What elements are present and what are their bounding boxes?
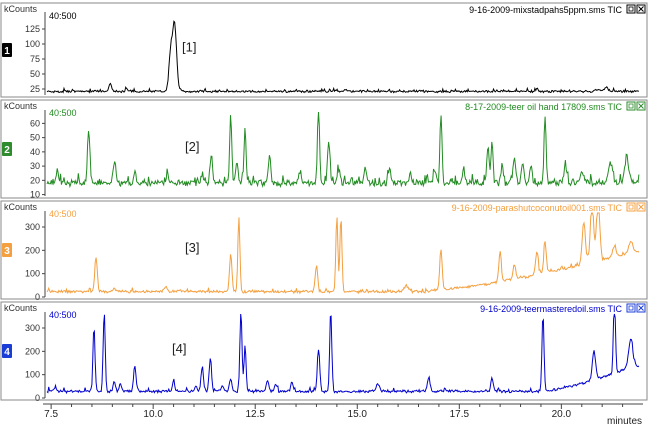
panel-1-restore-icon-inner — [628, 6, 634, 12]
x-tick-label-0: 7.5 — [44, 409, 58, 420]
panel-4-scan-range: 40:500 — [49, 310, 77, 320]
panel-1-badge-number: 1 — [4, 46, 10, 57]
x-tick-label-1: 10.0 — [143, 409, 163, 420]
panel-3-badge[interactable] — [2, 243, 12, 257]
panel-4-restore-icon[interactable] — [626, 303, 636, 313]
panel-3-tic-trace — [46, 212, 640, 295]
panel-1-y-tick-label-1: 50 — [30, 69, 40, 79]
panel-3-restore-icon[interactable] — [626, 202, 636, 212]
panel-3-restore-icon-inner — [628, 204, 634, 210]
panel-1-y-tick-label-0: 25 — [30, 84, 40, 94]
panel-1-file-label: 9-16-2009-mixstadpahs5ppm.sms TIC — [469, 5, 622, 15]
panel-2-frame — [0, 99, 648, 199]
x-tick-label-2: 12.5 — [245, 409, 265, 420]
panel-4-y-tick-label-0: 0 — [35, 393, 40, 403]
panel-4-badge[interactable] — [2, 344, 12, 358]
panel-1-restore-icon[interactable] — [626, 4, 636, 14]
panel-3-close-icon-x — [638, 204, 644, 210]
panel-2-file-label: 8-17-2009-teer oil hand 17809.sms TIC — [465, 102, 622, 112]
panel-1-close-icon-x — [638, 6, 644, 12]
panel-3-y-tick-label-2: 200 — [25, 245, 40, 255]
panel-1-y-tick-label-4: 125 — [25, 24, 40, 34]
panel-2-y-tick-label-0: 10 — [30, 190, 40, 200]
panel-3-y-unit: kCounts — [4, 202, 38, 212]
panel-2-y-tick-label-1: 20 — [30, 175, 40, 185]
x-tick-label-5: 20.0 — [552, 409, 572, 420]
panel-2-close-icon-x — [638, 103, 644, 109]
panel-4-tic-trace — [46, 313, 640, 395]
panel-1-scan-range: 40:500 — [49, 11, 77, 21]
panel-2-tic-trace — [46, 111, 640, 189]
panel-3-annotation: [3] — [185, 240, 199, 255]
panel-2-restore-icon-inner — [628, 103, 634, 109]
panel-2-y-tick-label-3: 40 — [30, 147, 40, 157]
panel-4-close-icon-x — [638, 305, 644, 311]
panel-3-frame — [0, 200, 648, 300]
x-axis-label: minutes — [607, 416, 642, 427]
panel-1-badge[interactable] — [2, 43, 12, 57]
panel-3-badge-number: 3 — [4, 246, 10, 257]
panel-2-y-tick-label-2: 30 — [30, 161, 40, 171]
panel-2-y-tick-label-4: 50 — [30, 133, 40, 143]
panel-2-badge-number: 2 — [4, 145, 10, 156]
panel-1-annotation: [1] — [182, 40, 196, 55]
panel-1-frame — [0, 2, 648, 98]
panel-4-y-tick-label-2: 200 — [25, 346, 40, 356]
panel-2-y-tick-label-5: 60 — [30, 118, 40, 128]
panel-4-badge-number: 4 — [4, 347, 10, 358]
panel-4-annotation: [4] — [172, 341, 186, 356]
panel-3-file-label: 9-16-2009-parashutcoconutoil001.sms TIC — [452, 203, 623, 213]
panel-1-y-tick-label-2: 75 — [30, 54, 40, 64]
panel-1-y-unit: kCounts — [4, 4, 38, 14]
panel-4-file-label: 9-16-2009-teermasteredoil.sms TIC — [480, 304, 622, 314]
panel-2-restore-icon[interactable] — [626, 101, 636, 111]
panel-3-scan-range: 40:500 — [49, 209, 77, 219]
panel-2-badge[interactable] — [2, 142, 12, 156]
panel-3-y-tick-label-1: 100 — [25, 269, 40, 279]
panel-2-y-unit: kCounts — [4, 101, 38, 111]
panel-3-y-tick-label-3: 300 — [25, 222, 40, 232]
panel-4-y-unit: kCounts — [4, 303, 38, 313]
panel-4-y-tick-label-1: 100 — [25, 370, 40, 380]
panel-1-y-tick-label-3: 100 — [25, 39, 40, 49]
panel-4-y-tick-label-3: 300 — [25, 323, 40, 333]
x-tick-label-3: 15.0 — [348, 409, 368, 420]
panel-4-frame — [0, 301, 648, 401]
panel-4-restore-icon-inner — [628, 305, 634, 311]
x-tick-label-4: 17.5 — [450, 409, 470, 420]
panel-3-y-tick-label-0: 0 — [35, 292, 40, 302]
panel-2-annotation: [2] — [185, 139, 199, 154]
panel-2-scan-range: 40:500 — [49, 108, 77, 118]
panel-1-tic-trace — [46, 20, 640, 94]
